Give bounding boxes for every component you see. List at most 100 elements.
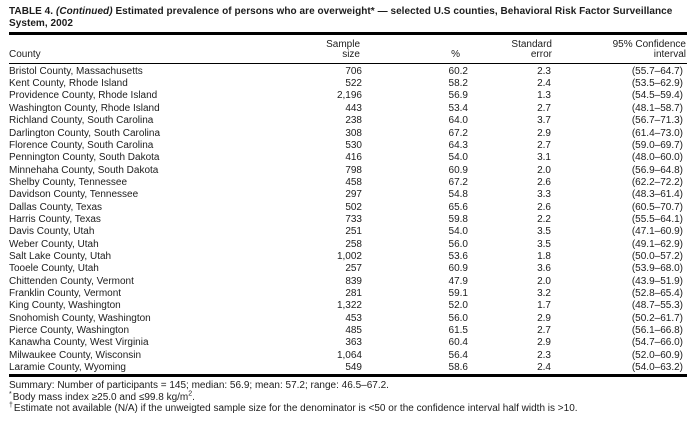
sample-size-cell: 297: [345, 189, 362, 201]
standard-error-cell: 2.7: [537, 102, 551, 114]
confidence-interval-cell: (50.2–61.7): [631, 312, 683, 324]
standard-error-cell: 2.4: [537, 362, 551, 374]
county-cell: Chittenden County, Vermont: [9, 275, 134, 287]
sample-size-cell: 258: [345, 238, 362, 250]
county-cell: Florence County, South Carolina: [9, 139, 154, 151]
confidence-interval-cell: (48.3–61.4): [631, 189, 683, 201]
table-row: Milwaukee County, Wisconsin 1,064 56.4 2.3 (…: [9, 350, 687, 362]
percent-cell: 56.9: [448, 90, 468, 102]
county-cell: Weber County, Utah: [9, 238, 99, 250]
county-cell: Harris County, Texas: [9, 213, 101, 225]
table-row: Shelby County, Tennessee 458 67.2 2.6 (62.2–…: [9, 177, 687, 189]
percent-cell: 59.1: [448, 287, 468, 299]
col-header-confidence-interval: 95% Confidence interval: [554, 36, 687, 64]
standard-error-cell: 2.0: [537, 275, 551, 287]
table-body: Bristol County, Massachusetts 706 60.2 2.3 (…: [9, 63, 687, 374]
table-row: Harris County, Texas 733 59.8 2.2 (55.5–64.1…: [9, 214, 687, 226]
sample-size-cell: 238: [345, 115, 362, 127]
sample-size-cell: 308: [345, 127, 362, 139]
standard-error-cell: 2.3: [537, 349, 551, 361]
percent-cell: 58.6: [448, 362, 468, 374]
percent-cell: 54.8: [448, 189, 468, 201]
percent-cell: 61.5: [448, 325, 468, 337]
table-row: Davidson County, Tennessee 297 54.8 3.3 (48.…: [9, 189, 687, 201]
confidence-interval-cell: (54.0–63.2): [631, 362, 683, 374]
table-row: Kent County, Rhode Island 522 58.2 2.4 (53.5…: [9, 78, 687, 90]
standard-error-cell: 3.2: [537, 287, 551, 299]
sample-size-cell: 733: [345, 213, 362, 225]
sample-size-cell: 281: [345, 287, 362, 299]
standard-error-cell: 2.6: [537, 176, 551, 188]
table-row: Franklin County, Vermont 281 59.1 3.2 (52.8–…: [9, 288, 687, 300]
county-cell: King County, Washington: [9, 300, 121, 312]
confidence-interval-cell: (55.5–64.1): [631, 213, 683, 225]
table-title-continued: (Continued): [55, 6, 113, 17]
summary-line: Summary: Number of participants = 145; m…: [9, 380, 389, 392]
col-header-sample-size: Sample size: [299, 36, 364, 64]
table-header: County Sample size % Standard error 95% …: [9, 36, 687, 64]
percent-cell: 67.2: [448, 127, 468, 139]
percent-cell: 59.8: [448, 213, 468, 225]
percent-cell: 53.6: [448, 250, 468, 262]
percent-cell: 56.0: [448, 312, 468, 324]
table-row: Providence County, Rhode Island 2,196 56.9…: [9, 90, 687, 102]
sample-size-cell: 1,322: [336, 300, 362, 312]
county-cell: Minnehaha County, South Dakota: [9, 164, 159, 176]
standard-error-cell: 1.3: [537, 90, 551, 102]
sample-size-cell: 257: [345, 263, 362, 275]
table-bottom-rule: [9, 374, 687, 377]
county-cell: Kanawha County, West Virginia: [9, 337, 149, 349]
percent-cell: 60.4: [448, 337, 468, 349]
standard-error-cell: 2.7: [537, 139, 551, 151]
percent-cell: 53.4: [448, 102, 468, 114]
standard-error-cell: 2.0: [537, 164, 551, 176]
confidence-interval-cell: (47.1–60.9): [631, 226, 683, 238]
asterisk-marker: *: [9, 390, 12, 398]
footnote-estimate: †Estimate not available (N/A) if the unw…: [9, 402, 687, 414]
standard-error-cell: 2.6: [537, 201, 551, 213]
county-cell: Richland County, South Carolina: [9, 115, 154, 127]
county-cell: Franklin County, Vermont: [9, 287, 122, 299]
standard-error-cell: 3.6: [537, 263, 551, 275]
title-divider-rule: [9, 32, 687, 35]
sample-size-cell: 251: [345, 226, 362, 238]
confidence-interval-cell: (56.1–66.8): [631, 325, 683, 337]
standard-error-cell: 2.9: [537, 337, 551, 349]
standard-error-cell: 2.9: [537, 127, 551, 139]
confidence-interval-cell: (52.0–60.9): [631, 349, 683, 361]
county-cell: Providence County, Rhode Island: [9, 90, 158, 102]
standard-error-cell: 2.3: [537, 65, 551, 77]
sample-size-cell: 522: [345, 78, 362, 90]
table-row: Dallas County, Texas 502 65.6 2.6 (60.5–70.7…: [9, 202, 687, 214]
percent-cell: 60.9: [448, 164, 468, 176]
table-title-label: TABLE 4.: [9, 6, 54, 17]
table-row: Laramie County, Wyoming 549 58.6 2.4 (54.0–6…: [9, 362, 687, 374]
confidence-interval-cell: (53.9–68.0): [631, 263, 683, 275]
sample-size-cell: 485: [345, 325, 362, 337]
footnote-bmi-text: Body mass index ≥25.0 and ≤99.8 kg/m: [12, 392, 189, 404]
county-cell: Dallas County, Texas: [9, 201, 103, 213]
confidence-interval-cell: (49.1–62.9): [631, 238, 683, 250]
footnote-bmi-superscript: 2: [188, 390, 193, 398]
standard-error-cell: 3.5: [537, 226, 551, 238]
county-cell: Bristol County, Massachusetts: [9, 65, 143, 77]
table-row: King County, Washington 1,322 52.0 1.7 (48.7…: [9, 300, 687, 312]
county-cell: Washington County, Rhode Island: [9, 102, 160, 114]
sample-size-cell: 549: [345, 362, 362, 374]
percent-cell: 67.2: [448, 176, 468, 188]
table-row: Bristol County, Massachusetts 706 60.2 2.3 (…: [9, 63, 687, 78]
percent-cell: 65.6: [448, 201, 468, 213]
county-cell: Pennington County, South Dakota: [9, 152, 160, 164]
sample-size-cell: 839: [345, 275, 362, 287]
confidence-interval-cell: (56.9–64.8): [631, 164, 683, 176]
prevalence-table: County Sample size % Standard error 95% …: [9, 36, 687, 375]
standard-error-cell: 3.3: [537, 189, 551, 201]
table-row: Tooele County, Utah 257 60.9 3.6 (53.9–68.0): [9, 263, 687, 275]
table-row: Florence County, South Carolina 530 64.3 2.…: [9, 140, 687, 152]
table-row: Pennington County, South Dakota 416 54.0 3.…: [9, 152, 687, 164]
table-row: Minnehaha County, South Dakota 798 60.9 2.0…: [9, 165, 687, 177]
percent-cell: 64.3: [448, 139, 468, 151]
percent-cell: 54.0: [448, 226, 468, 238]
sample-size-cell: 2,196: [336, 90, 362, 102]
table-row: Kanawha County, West Virginia 363 60.4 2.9 (…: [9, 337, 687, 349]
